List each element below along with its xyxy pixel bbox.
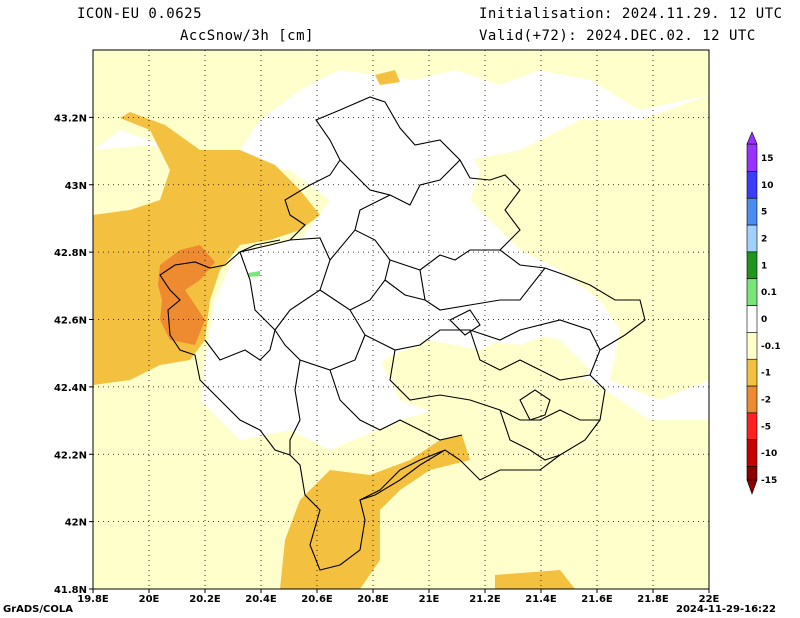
colorbar-label: -10 bbox=[761, 449, 777, 459]
colorbar-label: -2 bbox=[761, 396, 771, 406]
colorbar-swatch bbox=[746, 412, 758, 441]
lon-tick-label: 20.8E bbox=[357, 594, 389, 605]
colorbar-label: -0.1 bbox=[761, 342, 781, 352]
colorbar-label: -1 bbox=[761, 369, 771, 379]
white-north-patch bbox=[400, 135, 480, 210]
lon-tick-label: 21.8E bbox=[637, 594, 669, 605]
colorbar-label: 2 bbox=[761, 235, 767, 245]
green-patch bbox=[248, 271, 260, 277]
lon-tick-label: 21E bbox=[419, 594, 440, 605]
colorbar-swatch bbox=[746, 305, 758, 333]
colorbar-swatch bbox=[746, 224, 758, 253]
colorbar-label: 0.1 bbox=[761, 288, 777, 298]
orange-south-region bbox=[280, 435, 470, 589]
colorbar-label: -15 bbox=[761, 476, 777, 486]
colorbar-swatch bbox=[746, 251, 758, 280]
lon-tick-label: 20.6E bbox=[301, 594, 333, 605]
valid-time: Valid(+72): 2024.DEC.02. 12 UTC bbox=[479, 28, 756, 44]
colorbar-bottom-arrow bbox=[746, 479, 758, 495]
lat-tick-label: 42.4N bbox=[54, 383, 87, 394]
colorbar-swatch bbox=[746, 197, 758, 226]
colorbar-swatch bbox=[746, 358, 758, 387]
colorbar-swatch bbox=[746, 143, 758, 172]
lat-tick-label: 43N bbox=[65, 181, 87, 192]
orange-southeast-patch bbox=[495, 570, 575, 589]
footer-right: 2024-11-29-16:22 bbox=[676, 604, 776, 615]
colorbar-swatch bbox=[746, 171, 758, 199]
axis-labels: 19.8E 20E 20.2E 20.4E 20.6E 20.8E 21E 21.2E 21.4… bbox=[54, 113, 720, 605]
admin-borders bbox=[159, 96, 646, 571]
colorbar-swatch bbox=[746, 385, 758, 414]
colorbar: 15 10 5 2 1 0.1 0 -0.1 -1 -2 -5 -10 -15 bbox=[746, 131, 781, 495]
white-interior bbox=[215, 215, 560, 420]
colorbar-label: 1 bbox=[761, 261, 767, 271]
lon-tick-label: 22E bbox=[699, 594, 720, 605]
colorbar-label: 0 bbox=[761, 315, 767, 325]
lat-tick-label: 42.8N bbox=[54, 248, 87, 259]
lat-tick-label: 42.6N bbox=[54, 316, 87, 327]
orange-west-region bbox=[93, 112, 320, 385]
lat-tick-label: 43.2N bbox=[54, 113, 87, 124]
snow-field bbox=[93, 50, 709, 589]
colorbar-swatch bbox=[746, 278, 758, 306]
init-time: Initialisation: 2024.11.29. 12 UTC bbox=[479, 6, 783, 22]
lon-tick-label: 20E bbox=[139, 594, 160, 605]
lon-tick-label: 20.2E bbox=[189, 594, 221, 605]
footer-left: GrADS/COLA bbox=[3, 604, 73, 615]
lon-tick-label: 20.4E bbox=[245, 594, 277, 605]
light-yellow-east bbox=[460, 95, 709, 400]
colorbar-label: 5 bbox=[761, 208, 767, 218]
orange-top-spot bbox=[375, 70, 400, 85]
light-yellow-band-north bbox=[93, 50, 709, 160]
dark-orange-core bbox=[158, 245, 215, 345]
lat-tick-label: 42N bbox=[65, 518, 87, 529]
lon-tick-label: 21.2E bbox=[469, 594, 501, 605]
colorbar-top-arrow bbox=[746, 131, 758, 145]
variable-title: AccSnow/3h [cm] bbox=[180, 28, 314, 44]
lon-tick-label: 21.6E bbox=[581, 594, 613, 605]
lon-tick-label: 19.8E bbox=[77, 594, 109, 605]
colorbar-label: 10 bbox=[761, 181, 774, 191]
colorbar-swatch bbox=[746, 439, 758, 467]
lon-tick-label: 21.4E bbox=[525, 594, 557, 605]
model-title: ICON-EU 0.0625 bbox=[77, 6, 203, 22]
lat-tick-label: 42.2N bbox=[54, 450, 87, 461]
colorbar-label: -5 bbox=[761, 422, 771, 432]
colorbar-swatch bbox=[746, 332, 758, 360]
lat-tick-label: 41.8N bbox=[54, 585, 87, 596]
colorbar-swatch bbox=[746, 466, 758, 481]
colorbar-label: 15 bbox=[761, 154, 774, 164]
